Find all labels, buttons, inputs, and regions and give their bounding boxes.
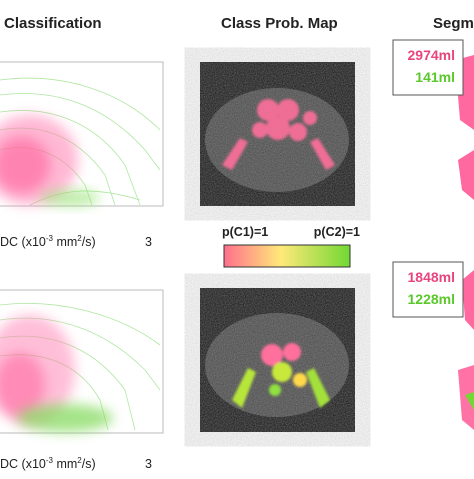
volume-label: 141ml [415,69,455,85]
header: Class Prob. Map [221,15,338,32]
axis-label-part: DC (x10 [0,235,46,249]
axis-label-part: DC (x10 [0,457,46,471]
tick-label: 3 [145,457,152,471]
axis-label: DC (x10-3 mm2/s) [0,456,96,471]
axis-label-part: 2 [77,234,82,243]
axis-label-part: -3 [46,234,54,243]
tick-label: 3 [145,235,152,249]
scatter-panel [0,61,164,207]
mri-image [200,288,355,432]
volume-label: 1848ml [408,269,455,285]
colorbar [223,244,351,268]
volume-label: 2974ml [408,47,455,63]
axis-label-part: /s) [82,457,96,471]
colorbar-label: p(C2)=1 [314,225,360,239]
axis-label-part: 2 [77,456,82,465]
mri-image [200,62,355,206]
colorbar-label: p(C1)=1 [222,225,268,239]
scatter-panel [0,289,164,434]
volume-box [392,261,464,318]
header: Classification [4,15,102,32]
volume-box [392,39,464,96]
axis-label-part: mm [53,235,77,249]
volume-label: 1228ml [408,291,455,307]
segmentation-image [455,55,474,430]
axis-label-part: /s) [82,235,96,249]
axis-label-part: -3 [46,456,54,465]
header: Segm [433,15,474,32]
axis-label: DC (x10-3 mm2/s) [0,234,96,249]
axis-label-part: mm [53,457,77,471]
